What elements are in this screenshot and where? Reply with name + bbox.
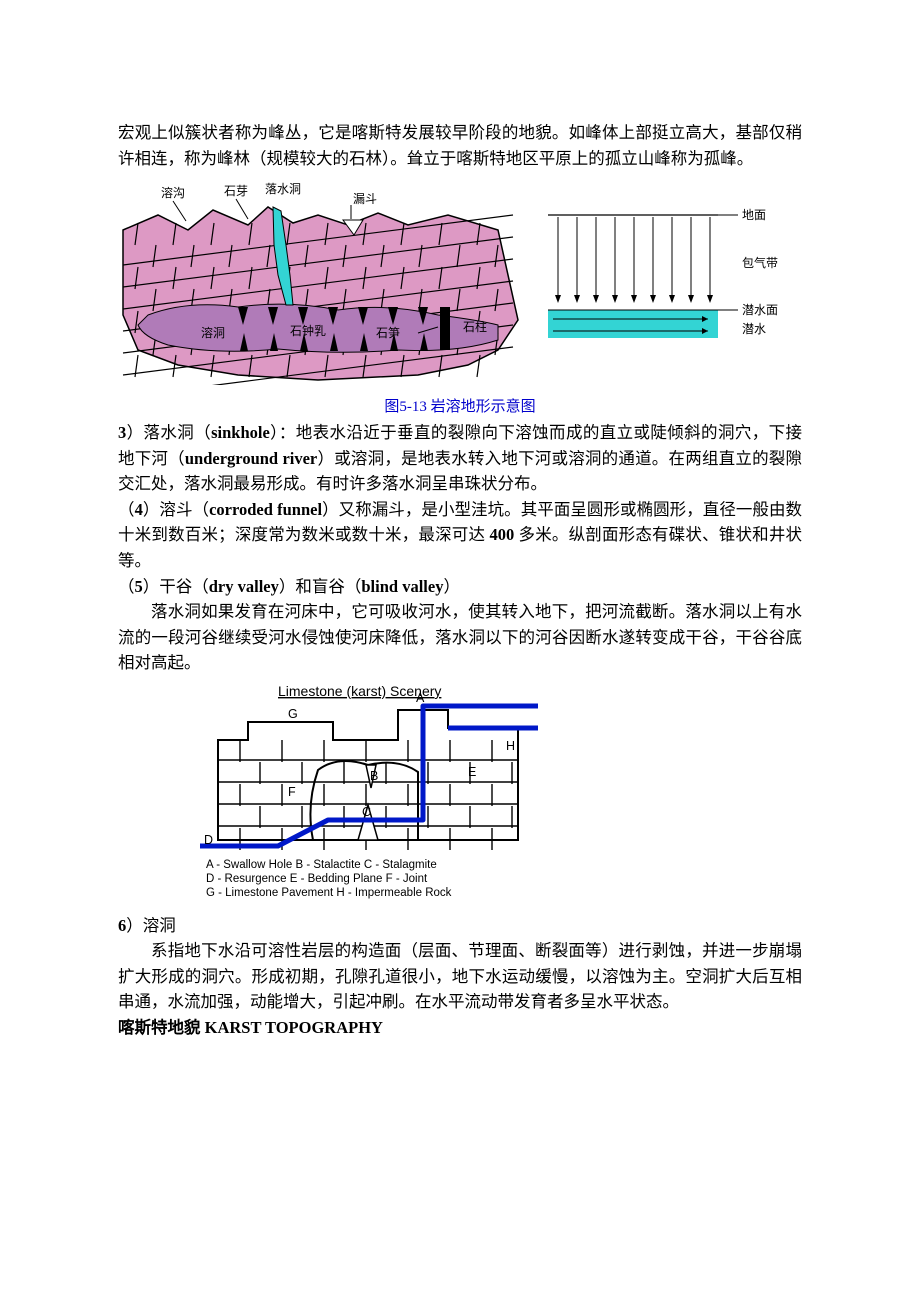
svg-text:D - Resurgence E - Bedding: D - Resurgence E - Bedding Plane F - Joi…	[206, 873, 428, 885]
karst-diagram-svg: 溶沟 石芽 落水洞漏斗溶洞 石钟乳 石笋 石柱 地面包气带水潜水面潜水	[118, 175, 778, 385]
figure-limestone-scenery: Limestone (karst) SceneryABCDEFGHA - Swa…	[198, 680, 802, 905]
svg-text:石笋: 石笋	[376, 325, 400, 340]
limestone-diagram-svg: Limestone (karst) SceneryABCDEFGHA - Swa…	[198, 680, 543, 905]
figure1-caption: 图5-13 岩溶地形示意图	[118, 395, 802, 416]
paragraph-6-body: 系指地下水沿可溶性岩层的构造面（层面、节理面、断裂面等）进行剥蚀，并进一步崩塌扩…	[118, 938, 802, 1015]
svg-text:溶洞: 溶洞	[201, 325, 225, 340]
intro-paragraph: 宏观上似簇状者称为峰丛，它是喀斯特发展较早阶段的地貌。如峰体上部挺立高大，基部仅…	[118, 120, 802, 171]
svg-text:漏斗: 漏斗	[353, 192, 377, 206]
paragraph-5-heading: （5）干谷（dry valley）和盲谷（blind valley）	[118, 574, 802, 600]
svg-text:H: H	[506, 739, 515, 753]
paragraph-3: 3）落水洞（sinkhole）：地表水沿近于垂直的裂隙向下溶蚀而成的直立或陡倾斜…	[118, 420, 802, 497]
svg-text:B: B	[370, 769, 378, 783]
paragraph-4: （4）溶斗（corroded funnel）又称漏斗，是小型洼坑。其平面呈圆形或…	[118, 497, 802, 574]
svg-text:E: E	[468, 765, 476, 779]
svg-text:C: C	[362, 805, 371, 819]
svg-text:石芽: 石芽	[224, 184, 248, 198]
svg-text:落水洞: 落水洞	[265, 182, 301, 196]
figure-karst-section: 溶沟 石芽 落水洞漏斗溶洞 石钟乳 石笋 石柱 地面包气带水潜水面潜水	[118, 175, 802, 385]
svg-text:F: F	[288, 785, 296, 799]
svg-text:潜水面: 潜水面	[742, 303, 778, 317]
svg-text:溶沟: 溶沟	[161, 185, 185, 200]
paragraph-5-body: 落水洞如果发育在河床中，它可吸收河水，使其转入地下，把河流截断。落水洞以上有水流…	[118, 599, 802, 676]
svg-text:G - Limestone Pavement H - Im: G - Limestone Pavement H - Impermeable R…	[206, 887, 452, 899]
paragraph-6-heading: 6）溶洞	[118, 913, 802, 939]
paragraph-7: 喀斯特地貌 KARST TOPOGRAPHY	[118, 1015, 802, 1041]
svg-text:石柱: 石柱	[463, 319, 487, 334]
svg-text:包气带水: 包气带水	[742, 255, 778, 270]
svg-text:G: G	[288, 707, 298, 721]
document-page: 宏观上似簇状者称为峰丛，它是喀斯特发展较早阶段的地貌。如峰体上部挺立高大，基部仅…	[0, 0, 920, 1302]
svg-text:石钟乳: 石钟乳	[290, 323, 326, 338]
svg-text:地面: 地面	[742, 208, 766, 222]
svg-text:潜水: 潜水	[742, 322, 766, 336]
svg-text:D: D	[204, 833, 213, 847]
svg-text:A: A	[416, 691, 425, 705]
svg-text:A - Swallow Hole B - Stalacti: A - Swallow Hole B - Stalactite C - Stal…	[206, 859, 437, 871]
